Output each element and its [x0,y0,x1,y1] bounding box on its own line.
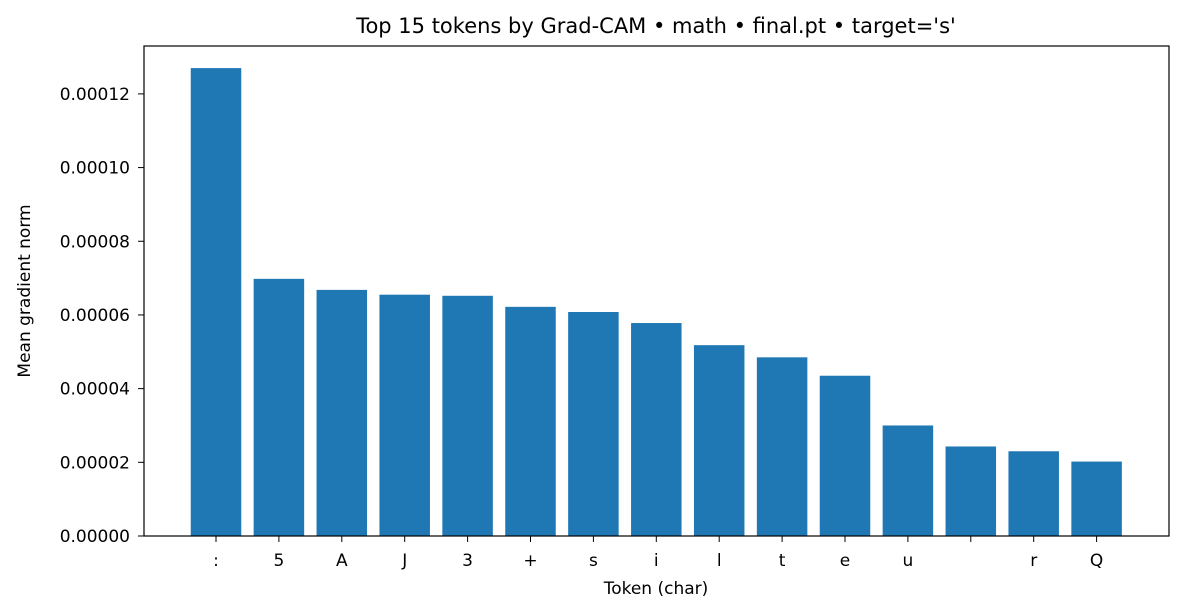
bar [253,278,305,536]
bar [631,323,682,536]
x-tick-label: s [589,551,598,571]
x-tick-label: J [401,551,407,571]
bar [945,446,997,536]
y-tick-label: 0.00006 [60,306,130,326]
plot-frame [143,45,1170,537]
y-tick-label: 0.00000 [60,527,130,547]
x-tick-label: 5 [273,551,284,571]
bar [316,289,368,536]
y-tick-label: 0.00002 [60,453,130,473]
chart-title: Top 15 tokens by Grad-CAM • math • final… [355,14,956,38]
x-tick-label: 3 [462,551,473,571]
bar [190,68,242,537]
y-tick-label: 0.00012 [60,85,130,105]
x-tick-label: u [903,551,914,571]
bar [505,306,556,536]
x-tick-label: : [213,551,219,571]
x-tick-label: i [654,551,659,571]
bar [568,312,619,536]
x-axis-label: Token (char) [603,579,709,599]
bar [756,357,808,536]
x-tick-label: t [779,551,786,571]
y-tick-label: 0.00010 [60,159,130,179]
bar [379,294,430,536]
x-tick-label: l [717,551,722,571]
y-tick-label: 0.00008 [60,232,130,252]
bar [1071,461,1122,536]
bar [693,345,745,536]
x-tick-label: + [523,551,537,571]
bar [1008,451,1059,536]
x-axis: : 5 A J 3 + s i l t e u r Q [213,536,1103,571]
y-axis: 0.00000 0.00002 0.00004 0.00006 0.00008 0.000… [60,85,144,547]
bars-group [190,68,1122,537]
x-tick-label: r [1030,551,1037,571]
x-tick-label: A [336,551,348,571]
bar [442,295,493,536]
bar [882,425,934,536]
x-tick-label: e [840,551,850,571]
bar [819,375,871,536]
x-tick-label: Q [1090,551,1103,571]
y-axis-label: Mean gradient norm [15,204,35,377]
y-tick-label: 0.00004 [60,380,130,400]
